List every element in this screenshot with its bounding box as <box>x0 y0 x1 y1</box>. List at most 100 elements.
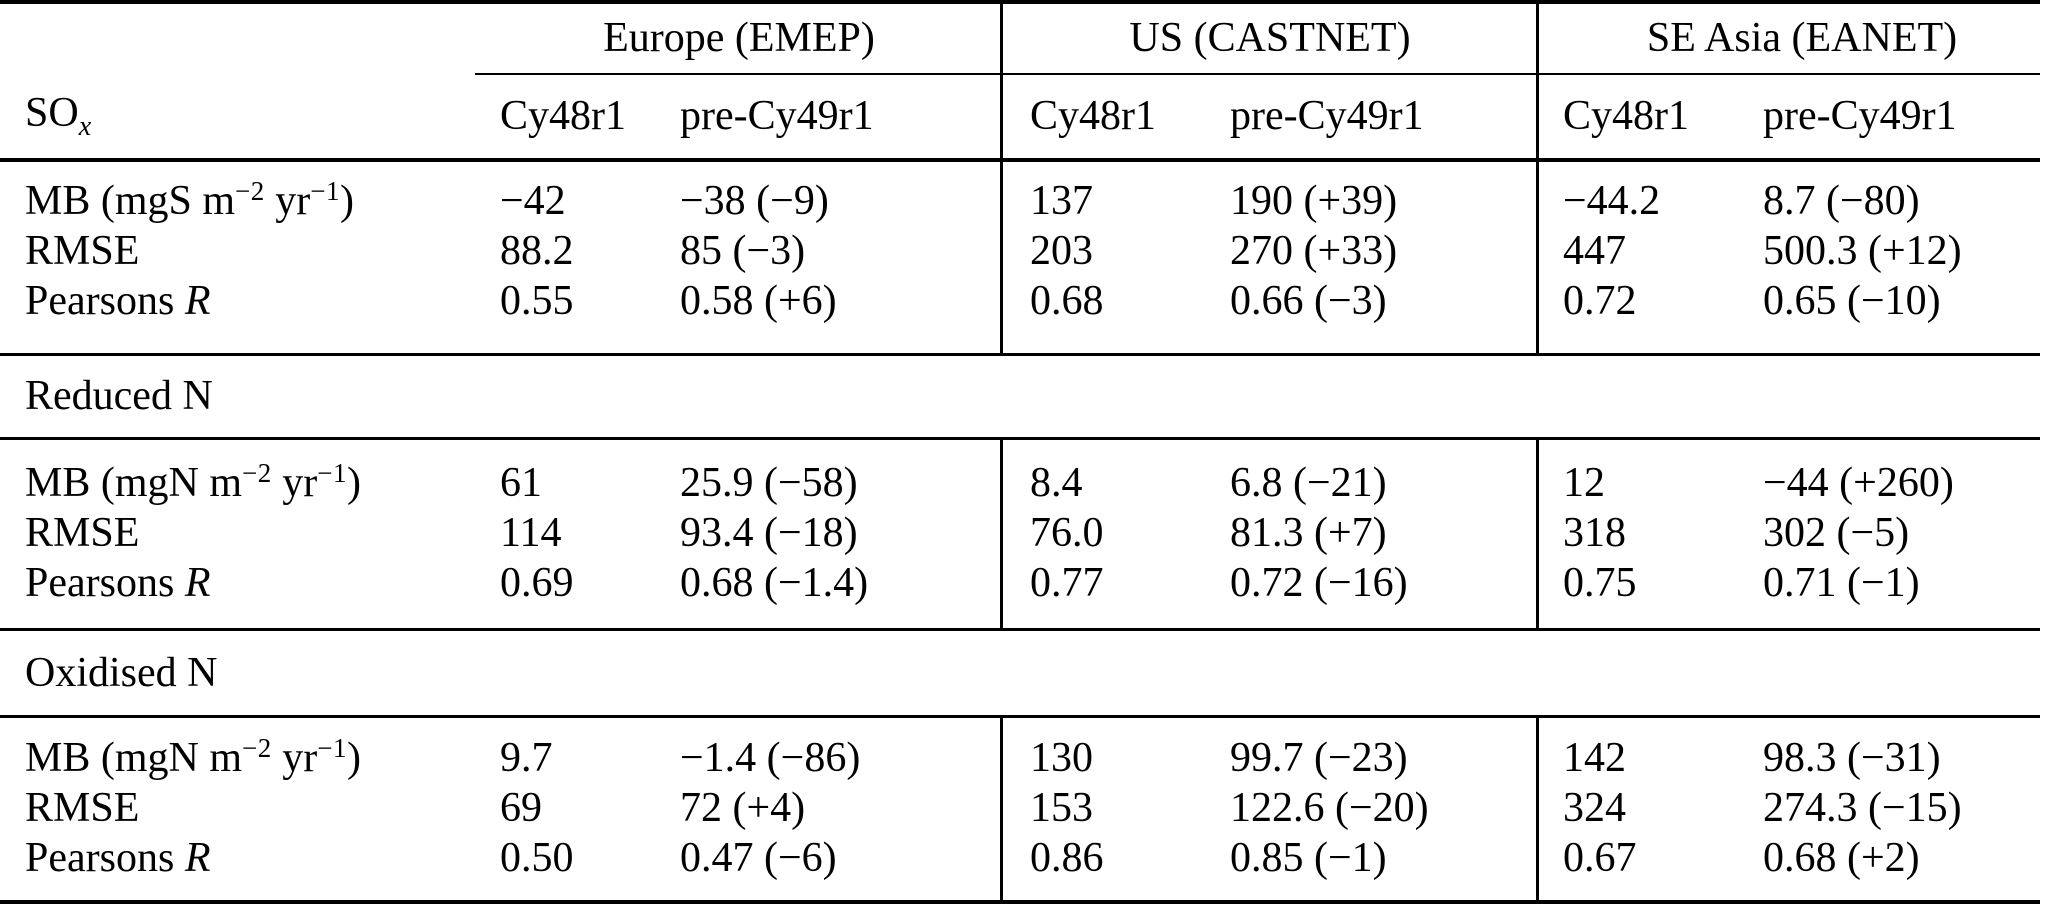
table-row-mb: MB (mgS m−2 yr−1) −42 −38 (−9) 137 190 (… <box>0 176 2040 226</box>
cell-value: −44.2 <box>1563 177 1661 224</box>
label-italic: R <box>184 834 211 881</box>
column-separator <box>1000 718 1003 900</box>
group-header-europe: Europe (EMEP) <box>603 15 875 62</box>
table-row-pearsons-r: Pearsons R 0.69 0.68 (−1.4) 0.77 0.72 (−… <box>0 558 2040 608</box>
column-separator <box>1000 75 1003 158</box>
cell-value: 0.66 (−3) <box>1230 277 1387 324</box>
cell-value: 12 <box>1563 459 1605 506</box>
cell-value: 153 <box>1030 784 1093 831</box>
label-text: Pearsons <box>25 277 185 324</box>
column-separator <box>1536 162 1539 353</box>
section-rule-4 <box>0 715 2040 718</box>
col-header-cy48r1: Cy48r1 <box>1030 93 1156 140</box>
cell-value: 324 <box>1563 784 1626 831</box>
table-bottom-rule <box>0 900 2040 904</box>
cell-value: 0.75 <box>1563 559 1637 606</box>
section-title-row: Reduced N <box>0 356 2040 437</box>
row-label: MB (mgN m−2 yr−1) <box>0 458 475 507</box>
cell-value: 0.58 (+6) <box>680 277 837 324</box>
cell-value: 142 <box>1563 734 1626 781</box>
label-text: yr <box>271 460 318 507</box>
table-top-rule <box>0 0 2040 4</box>
label-italic: R <box>184 559 211 606</box>
group-header-midrule <box>475 73 2040 75</box>
cell-value: 6.8 (−21) <box>1230 459 1387 506</box>
cell-value: 0.69 <box>500 559 574 606</box>
cell-value: 0.55 <box>500 277 574 324</box>
cell-value: 0.65 (−10) <box>1763 277 1941 324</box>
superscript: −1 <box>310 176 341 207</box>
cell-value: 318 <box>1563 509 1626 556</box>
cell-value: 270 (+33) <box>1230 227 1398 274</box>
column-separator <box>1000 162 1003 353</box>
label-text: MB (mgN m <box>25 460 243 507</box>
row-label: RMSE <box>0 509 475 557</box>
table-row-pearsons-r: Pearsons R 0.55 0.58 (+6) 0.68 0.66 (−3)… <box>0 276 2040 326</box>
table-row-mb: MB (mgN m−2 yr−1) 61 25.9 (−58) 8.4 6.8 … <box>0 458 2040 508</box>
header-bottom-rule <box>0 158 2040 162</box>
cell-value: 0.50 <box>500 834 574 881</box>
table-row-rmse: RMSE 114 93.4 (−18) 76.0 81.3 (+7) 318 3… <box>0 508 2040 558</box>
cell-value: 500.3 (+12) <box>1763 227 1962 274</box>
cell-value: 0.67 <box>1563 834 1637 881</box>
species-header-sox: SOx <box>0 89 475 143</box>
cell-value: 0.71 (−1) <box>1763 559 1920 606</box>
superscript: −2 <box>235 176 265 207</box>
superscript: −2 <box>242 733 272 764</box>
section-rule-1 <box>0 353 2040 356</box>
cell-value: 0.68 (−1.4) <box>680 559 869 606</box>
cell-value: 447 <box>1563 227 1626 274</box>
table-row-rmse: RMSE 88.2 85 (−3) 203 270 (+33) 447 500.… <box>0 226 2040 276</box>
label-text: RMSE <box>25 509 140 556</box>
section-title: Oxidised N <box>25 649 218 696</box>
cell-value: 0.68 (+2) <box>1763 834 1920 881</box>
cell-value: 69 <box>500 784 542 831</box>
cell-value: 0.86 <box>1030 834 1104 881</box>
group-header-us: US (CASTNET) <box>1129 15 1411 62</box>
cell-value: 88.2 <box>500 227 574 274</box>
superscript: −1 <box>317 458 347 489</box>
table-row-mb: MB (mgN m−2 yr−1) 9.7 −1.4 (−86) 130 99.… <box>0 733 2040 783</box>
model-header-row: SOx Cy48r1 pre-Cy49r1 Cy48r1 pre-Cy49r1 … <box>0 75 2040 158</box>
cell-value: 0.72 (−16) <box>1230 559 1408 606</box>
cell-value: 8.4 <box>1030 459 1083 506</box>
cell-value: 274.3 (−15) <box>1763 784 1962 831</box>
column-separator <box>1536 75 1539 158</box>
row-label: Pearsons R <box>0 834 475 882</box>
col-header-cy48r1: Cy48r1 <box>1563 93 1689 140</box>
cell-value: 76.0 <box>1030 509 1104 556</box>
table-row-pearsons-r: Pearsons R 0.50 0.47 (−6) 0.86 0.85 (−1)… <box>0 833 2040 883</box>
label-text: SO <box>25 90 79 137</box>
cell-value: −44 (+260) <box>1763 459 1954 506</box>
group-header-se-asia: SE Asia (EANET) <box>1646 15 1958 62</box>
col-header-pre-cy49r1: pre-Cy49r1 <box>1230 93 1424 140</box>
cell-value: 0.47 (−6) <box>680 834 837 881</box>
label-text: ) <box>346 460 361 507</box>
superscript: −2 <box>242 458 272 489</box>
label-text: yr <box>271 735 318 782</box>
cell-value: 98.3 (−31) <box>1763 734 1941 781</box>
label-text: ) <box>346 735 361 782</box>
label-text: Pearsons <box>25 559 185 606</box>
row-label: MB (mgS m−2 yr−1) <box>0 176 475 225</box>
cell-value: 25.9 (−58) <box>680 459 858 506</box>
cell-value: 0.85 (−1) <box>1230 834 1387 881</box>
label-text: ) <box>340 178 355 225</box>
label-text: yr <box>264 178 311 225</box>
cell-value: 9.7 <box>500 734 553 781</box>
cell-value: 130 <box>1030 734 1093 781</box>
cell-value: 61 <box>500 459 542 506</box>
cell-value: 0.77 <box>1030 559 1104 606</box>
row-label: Pearsons R <box>0 559 475 607</box>
cell-value: 137 <box>1030 177 1093 224</box>
row-label: MB (mgN m−2 yr−1) <box>0 733 475 782</box>
col-header-pre-cy49r1: pre-Cy49r1 <box>1763 93 1957 140</box>
cell-value: −38 (−9) <box>680 177 829 224</box>
cell-value: 0.72 <box>1563 277 1637 324</box>
region-group-header-row: Europe (EMEP) US (CASTNET) SE Asia (EANE… <box>0 4 2040 73</box>
cell-value: 99.7 (−23) <box>1230 734 1408 781</box>
label-text: RMSE <box>25 227 140 274</box>
superscript: −1 <box>317 733 347 764</box>
section-title-row: Oxidised N <box>0 631 2040 715</box>
